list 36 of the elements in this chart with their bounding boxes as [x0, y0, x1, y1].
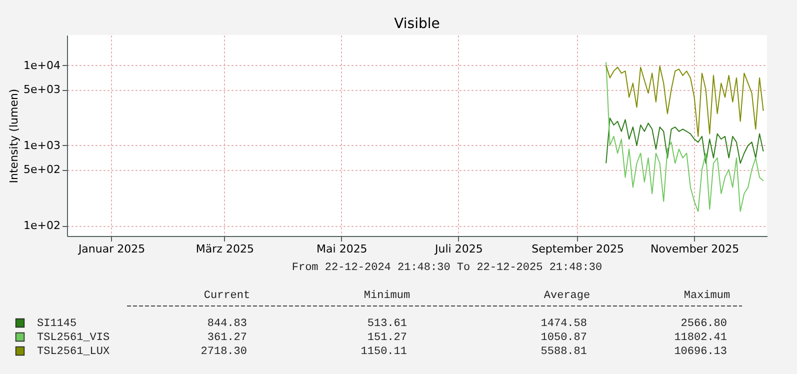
x-tick-label: Januar 2025 — [77, 242, 146, 256]
text: 2566.80 — [680, 318, 727, 330]
legend-label: TSL2561_VIS — [37, 332, 110, 344]
line-series — [606, 62, 764, 212]
x-tick-label: September 2025 — [532, 242, 624, 256]
text: 2718.30 — [200, 346, 247, 358]
text: 513.61 — [367, 318, 408, 330]
x-tick-label: Mai 2025 — [316, 242, 368, 256]
y-tick-label: 1e+04 — [24, 58, 60, 72]
x-tick-label: November 2025 — [650, 242, 740, 256]
legend-label: TSL2561_LUX — [37, 346, 110, 358]
text: Average — [544, 290, 590, 302]
text: Minimum — [364, 290, 410, 302]
text: Maximum — [684, 290, 730, 302]
text: 844.83 — [207, 318, 247, 330]
text: 11802.41 — [674, 332, 728, 344]
line-series — [606, 118, 764, 164]
text: 1474.58 — [540, 318, 587, 330]
chart-title: Visible — [394, 16, 440, 32]
y-tick-label: 5e+02 — [24, 163, 60, 176]
x-tick-label: März 2025 — [196, 242, 254, 256]
text: 151.27 — [367, 332, 407, 344]
text: Current — [204, 290, 250, 302]
text: 10696.13 — [674, 346, 727, 358]
text: 1150.11 — [360, 346, 408, 358]
y-tick-label: 1e+02 — [24, 219, 60, 232]
x-tick-label: Juli 2025 — [434, 242, 483, 256]
text: 1050.87 — [540, 332, 587, 344]
text: 5588.81 — [540, 346, 588, 358]
y-tick-label: 1e+03 — [24, 138, 60, 152]
line-series — [606, 64, 764, 137]
y-tick-label: 5e+03 — [24, 83, 60, 96]
text: From 22-12-2024 21:48:30 To 22-12-2025 21:48:30 — [292, 262, 602, 274]
y-axis-title: Intensity (lumen) — [8, 88, 21, 184]
text: 361.27 — [207, 332, 247, 344]
legend-label: SI1145 — [37, 318, 77, 330]
